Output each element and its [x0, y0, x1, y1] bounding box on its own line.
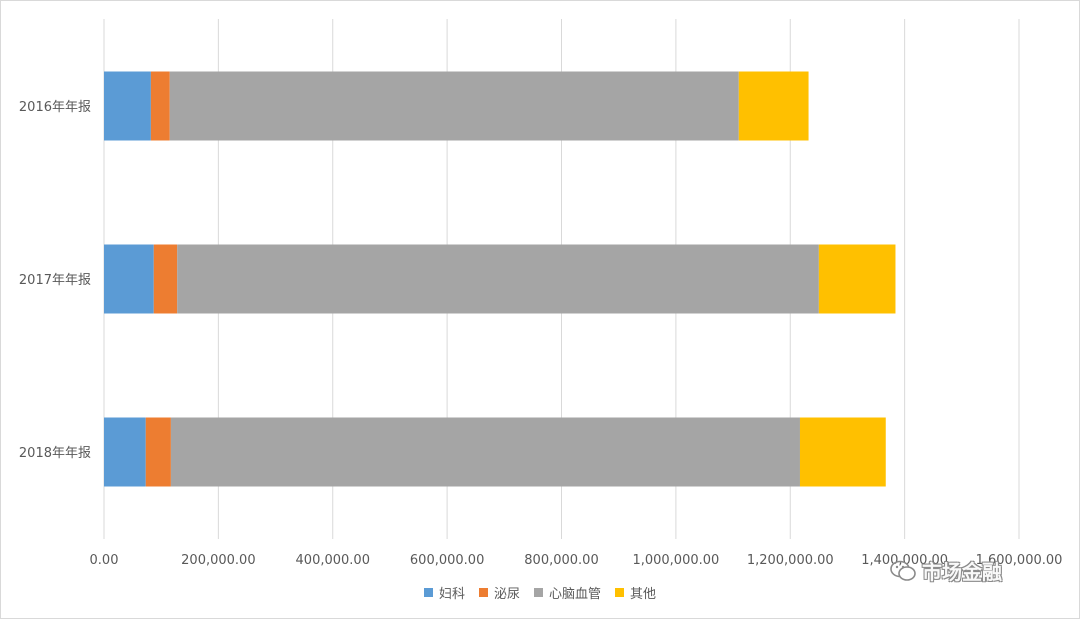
legend-swatch [423, 587, 433, 597]
legend-swatch [534, 587, 543, 597]
wechat-icon [890, 560, 916, 581]
legend-label: 其他 [630, 586, 657, 602]
bars [104, 71, 896, 487]
x-tick-labels: 0.00 200,000.00 400,000.00 600,000.00 800,00… [90, 553, 1063, 568]
bar-segment [169, 71, 739, 141]
bar-segment [145, 417, 171, 487]
category-label: 2017年年报 [19, 273, 91, 288]
bar-segment [150, 71, 170, 141]
x-tick-label: 200,000.00 [181, 553, 255, 568]
category-label: 2016年年报 [19, 100, 91, 115]
legend-label: 泌尿 [493, 586, 520, 602]
legend: 妇科 泌尿 心脑血管 其他 [0, 581, 1080, 603]
x-tick-label: 1,600,000.00 [976, 553, 1063, 568]
x-tick-label: 0.00 [90, 553, 119, 568]
x-tick-label: 800,000.00 [524, 553, 598, 568]
bar-segment [818, 244, 896, 314]
watermark: 市场金融 [890, 556, 1002, 585]
bar-segment [799, 417, 886, 487]
legend-item: 心脑血管 [534, 583, 601, 602]
category-label: 2018年年报 [19, 446, 91, 461]
x-tick-label: 400,000.00 [296, 553, 370, 568]
bar-segment [738, 71, 809, 141]
bar-segment [177, 244, 819, 314]
legend-item: 其他 [615, 583, 656, 602]
legend-item: 泌尿 [478, 583, 520, 602]
legend-label: 妇科 [438, 586, 465, 602]
x-tick-label: 600,000.00 [410, 553, 484, 568]
category-labels: 2016年年报 2017年年报 2018年年报 [19, 100, 91, 461]
watermark-text: 市场金融 [922, 560, 1002, 584]
legend-swatch [615, 587, 625, 597]
bar-segment [170, 417, 800, 487]
x-tick-label: 1,000,000.00 [632, 553, 719, 568]
bar-segment [104, 417, 146, 487]
legend-label: 心脑血管 [549, 586, 602, 602]
bar-segment [104, 244, 154, 314]
x-tick-label: 1,200,000.00 [747, 553, 834, 568]
legend-swatch [478, 587, 488, 597]
bar-segment [153, 244, 178, 314]
legend-item: 妇科 [423, 583, 465, 602]
x-tick-label: 1,400,000.00 [861, 553, 948, 568]
bar-segment [104, 71, 151, 141]
